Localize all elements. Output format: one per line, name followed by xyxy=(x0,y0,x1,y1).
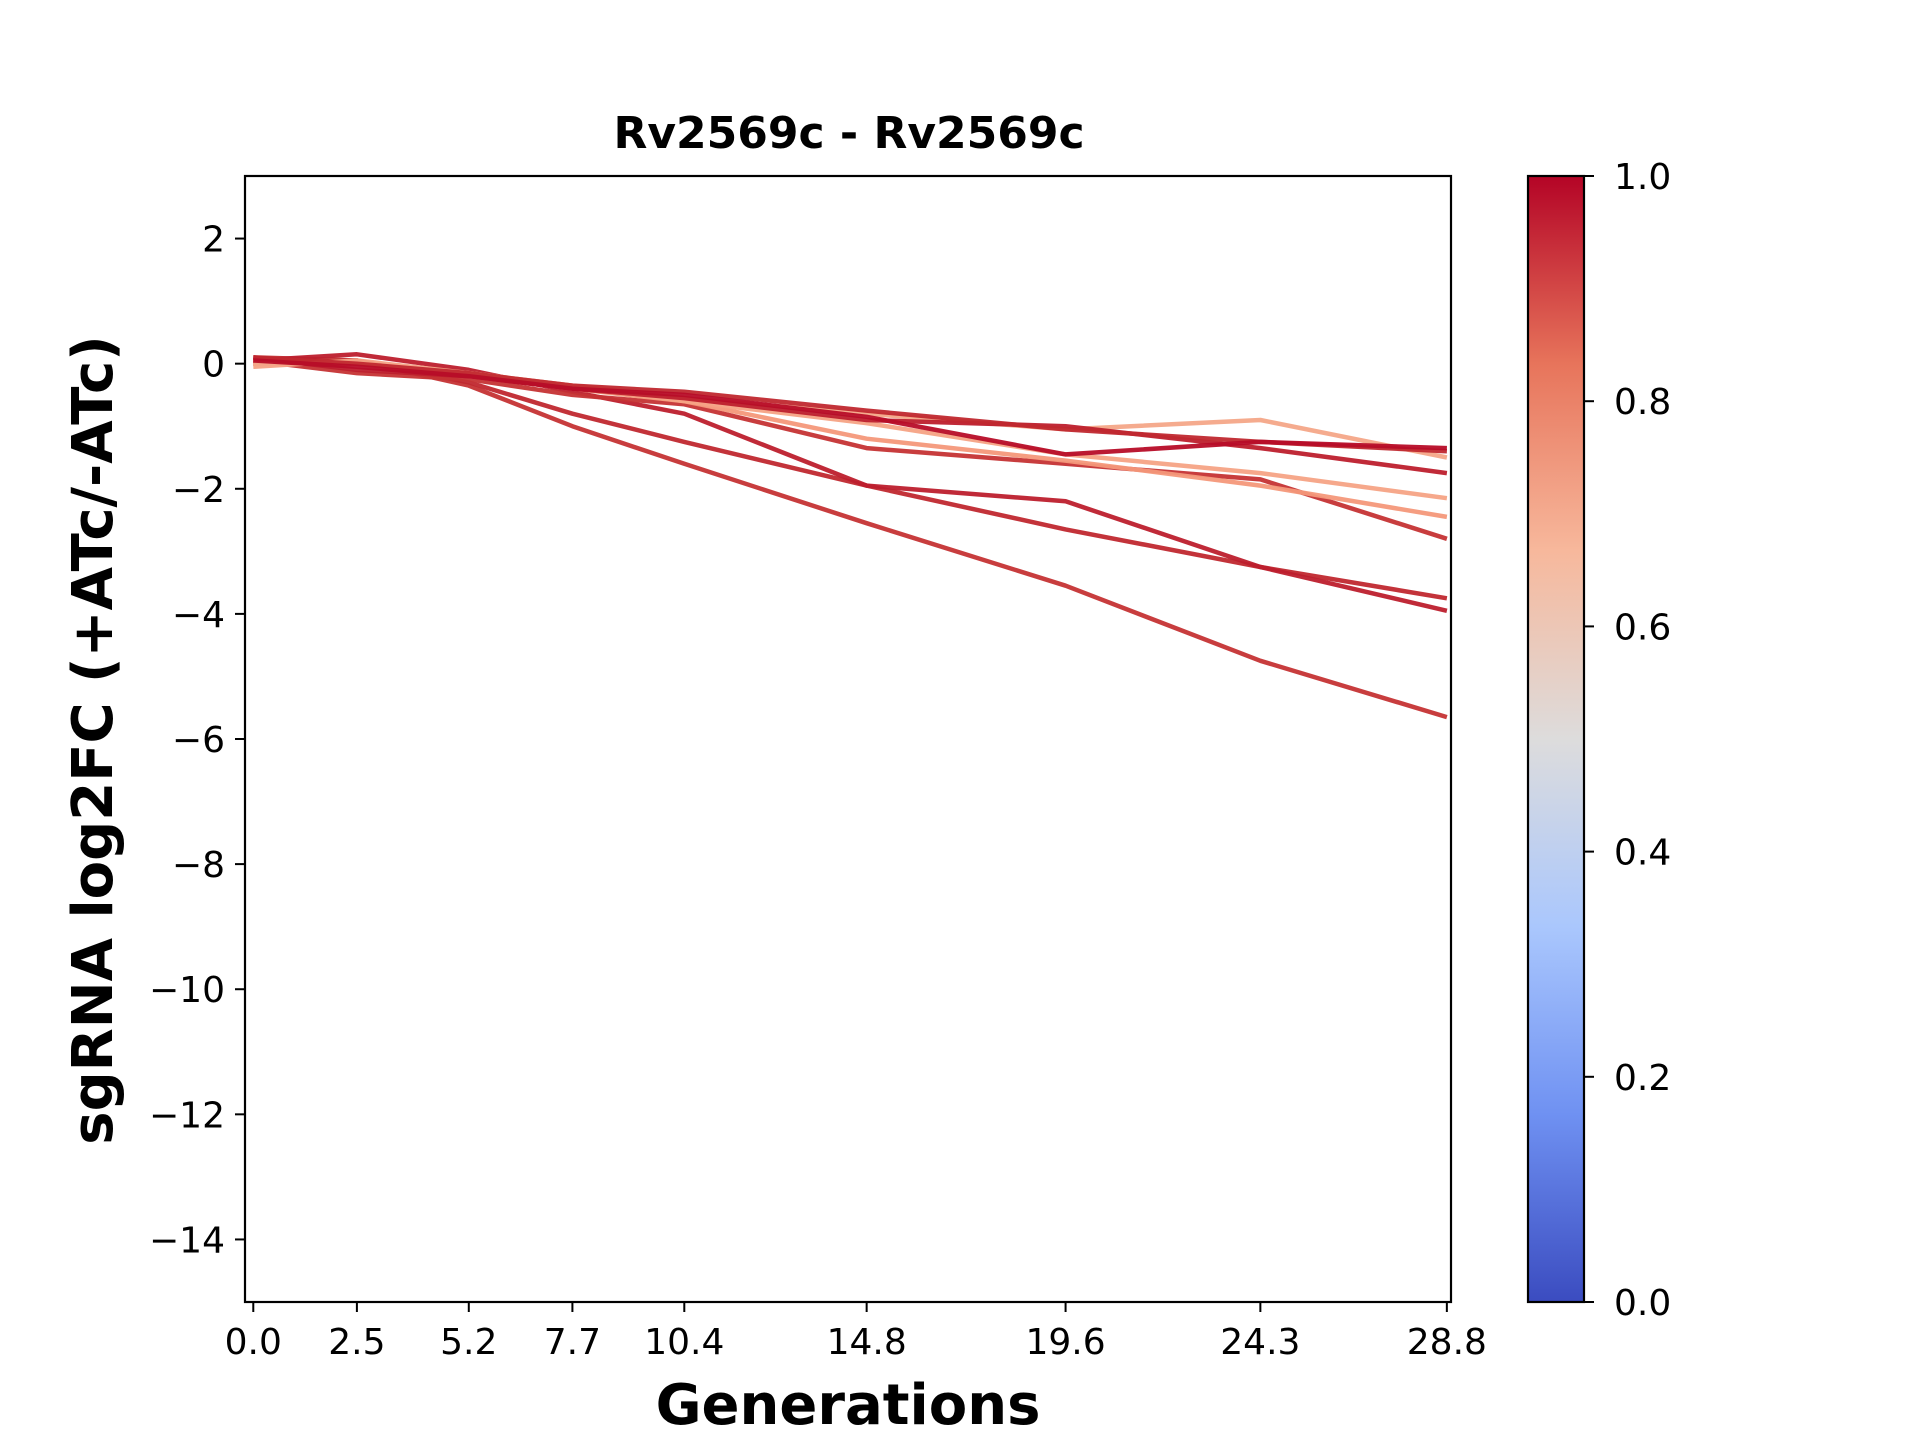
y-tick-label: −8 xyxy=(172,845,225,886)
series-line-3 xyxy=(253,352,1448,613)
series-line-9 xyxy=(253,355,1448,454)
y-tick-label: −6 xyxy=(172,720,225,761)
colorbar-ticks: 0.0 0.2 0.4 0.6 0.8 1.0 xyxy=(1584,157,1671,1324)
x-tick-label: 0.0 xyxy=(225,1322,282,1363)
chart-title: Rv2569c - Rv2569c xyxy=(613,108,1084,159)
colorbar-gradient xyxy=(1526,174,1586,1304)
colorbar-tick-label: 0.4 xyxy=(1614,833,1671,874)
x-tick-label: 7.7 xyxy=(544,1322,601,1363)
y-tick-label: 2 xyxy=(202,220,225,261)
x-tick-label: 24.3 xyxy=(1220,1322,1300,1363)
y-tick-label: −4 xyxy=(172,595,225,636)
y-tick-label: −14 xyxy=(149,1220,225,1261)
y-tick-label: −2 xyxy=(172,470,225,511)
plot-frame xyxy=(243,174,1453,1304)
plot-area xyxy=(253,352,1448,720)
colorbar-tick-label: 0.8 xyxy=(1614,382,1671,423)
x-tick-label: 10.4 xyxy=(644,1322,724,1363)
x-tick-label: 28.8 xyxy=(1407,1322,1487,1363)
x-tick-label: 5.2 xyxy=(440,1322,497,1363)
colorbar: 0.0 0.2 0.4 0.6 0.8 1.0 xyxy=(1526,157,1671,1324)
y-axis: 2 0 −2 −4 −6 −8 −10 −12 −14 xyxy=(149,220,245,1261)
colorbar-tick-label: 0.6 xyxy=(1614,607,1671,648)
y-tick-label: −12 xyxy=(149,1095,225,1136)
colorbar-tick-label: 1.0 xyxy=(1614,157,1671,198)
x-tick-label: 2.5 xyxy=(328,1322,385,1363)
colorbar-tick-label: 0.2 xyxy=(1614,1058,1671,1099)
y-axis-title: sgRNA log2FC (+ATc/-ATc) xyxy=(61,335,126,1145)
series-line-4 xyxy=(253,358,1448,541)
x-axis: 0.0 2.5 5.2 7.7 10.4 14.8 19.6 24.3 28.8 xyxy=(225,1302,1487,1363)
series-line-10 xyxy=(253,358,1447,457)
x-axis-title: Generations xyxy=(656,1373,1041,1438)
y-tick-label: 0 xyxy=(202,345,225,386)
y-tick-label: −10 xyxy=(149,970,225,1011)
x-tick-label: 19.6 xyxy=(1025,1322,1105,1363)
colorbar-tick-label: 0.0 xyxy=(1614,1283,1671,1324)
x-tick-label: 14.8 xyxy=(827,1322,907,1363)
